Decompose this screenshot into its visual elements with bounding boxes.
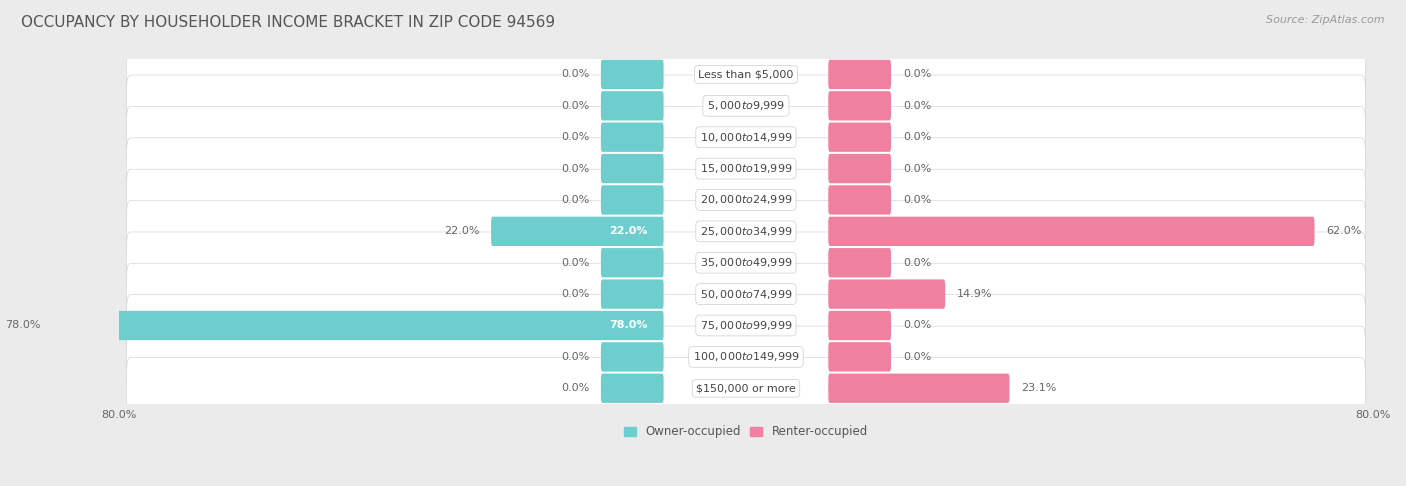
- Text: 22.0%: 22.0%: [444, 226, 479, 236]
- FancyBboxPatch shape: [127, 75, 1365, 137]
- Text: 78.0%: 78.0%: [609, 320, 648, 330]
- FancyBboxPatch shape: [600, 342, 664, 372]
- Text: Less than $5,000: Less than $5,000: [699, 69, 793, 79]
- Text: $50,000 to $74,999: $50,000 to $74,999: [700, 288, 792, 301]
- Text: 0.0%: 0.0%: [903, 258, 931, 268]
- FancyBboxPatch shape: [828, 217, 1315, 246]
- Text: 22.0%: 22.0%: [609, 226, 648, 236]
- FancyBboxPatch shape: [600, 154, 664, 183]
- FancyBboxPatch shape: [600, 91, 664, 121]
- FancyBboxPatch shape: [52, 311, 664, 340]
- FancyBboxPatch shape: [828, 91, 891, 121]
- FancyBboxPatch shape: [600, 374, 664, 403]
- Text: 0.0%: 0.0%: [903, 195, 931, 205]
- Text: $75,000 to $99,999: $75,000 to $99,999: [700, 319, 792, 332]
- FancyBboxPatch shape: [127, 326, 1365, 388]
- Text: 0.0%: 0.0%: [561, 289, 589, 299]
- FancyBboxPatch shape: [828, 342, 891, 372]
- FancyBboxPatch shape: [828, 248, 891, 278]
- FancyBboxPatch shape: [600, 60, 664, 89]
- Text: $35,000 to $49,999: $35,000 to $49,999: [700, 256, 792, 269]
- Text: 62.0%: 62.0%: [1326, 226, 1361, 236]
- Text: $150,000 or more: $150,000 or more: [696, 383, 796, 393]
- FancyBboxPatch shape: [828, 279, 945, 309]
- FancyBboxPatch shape: [828, 185, 891, 215]
- FancyBboxPatch shape: [127, 232, 1365, 294]
- Text: 78.0%: 78.0%: [4, 320, 41, 330]
- Text: $100,000 to $149,999: $100,000 to $149,999: [693, 350, 799, 364]
- FancyBboxPatch shape: [600, 185, 664, 215]
- FancyBboxPatch shape: [127, 138, 1365, 199]
- FancyBboxPatch shape: [828, 374, 1010, 403]
- Text: 0.0%: 0.0%: [561, 69, 589, 79]
- Text: $20,000 to $24,999: $20,000 to $24,999: [700, 193, 792, 207]
- Text: 0.0%: 0.0%: [903, 132, 931, 142]
- Text: 0.0%: 0.0%: [903, 164, 931, 174]
- FancyBboxPatch shape: [828, 60, 891, 89]
- FancyBboxPatch shape: [828, 154, 891, 183]
- Text: 0.0%: 0.0%: [561, 383, 589, 393]
- FancyBboxPatch shape: [127, 169, 1365, 231]
- Text: 0.0%: 0.0%: [561, 132, 589, 142]
- Text: $5,000 to $9,999: $5,000 to $9,999: [707, 99, 785, 112]
- Text: 0.0%: 0.0%: [561, 164, 589, 174]
- Legend: Owner-occupied, Renter-occupied: Owner-occupied, Renter-occupied: [620, 420, 873, 443]
- Text: 0.0%: 0.0%: [561, 101, 589, 111]
- Text: 0.0%: 0.0%: [561, 352, 589, 362]
- Text: 0.0%: 0.0%: [903, 320, 931, 330]
- FancyBboxPatch shape: [127, 295, 1365, 356]
- FancyBboxPatch shape: [127, 106, 1365, 168]
- Text: $25,000 to $34,999: $25,000 to $34,999: [700, 225, 792, 238]
- Text: Source: ZipAtlas.com: Source: ZipAtlas.com: [1267, 15, 1385, 25]
- Text: $15,000 to $19,999: $15,000 to $19,999: [700, 162, 792, 175]
- Text: 0.0%: 0.0%: [903, 69, 931, 79]
- Text: 23.1%: 23.1%: [1021, 383, 1056, 393]
- FancyBboxPatch shape: [127, 201, 1365, 262]
- FancyBboxPatch shape: [828, 311, 891, 340]
- FancyBboxPatch shape: [600, 248, 664, 278]
- FancyBboxPatch shape: [127, 263, 1365, 325]
- FancyBboxPatch shape: [127, 358, 1365, 419]
- Text: 0.0%: 0.0%: [561, 195, 589, 205]
- FancyBboxPatch shape: [600, 122, 664, 152]
- Text: 0.0%: 0.0%: [903, 352, 931, 362]
- FancyBboxPatch shape: [600, 279, 664, 309]
- Text: OCCUPANCY BY HOUSEHOLDER INCOME BRACKET IN ZIP CODE 94569: OCCUPANCY BY HOUSEHOLDER INCOME BRACKET …: [21, 15, 555, 30]
- Text: 14.9%: 14.9%: [957, 289, 993, 299]
- Text: 0.0%: 0.0%: [561, 258, 589, 268]
- FancyBboxPatch shape: [127, 44, 1365, 105]
- Text: 0.0%: 0.0%: [903, 101, 931, 111]
- FancyBboxPatch shape: [491, 217, 664, 246]
- FancyBboxPatch shape: [828, 122, 891, 152]
- Text: $10,000 to $14,999: $10,000 to $14,999: [700, 131, 792, 144]
